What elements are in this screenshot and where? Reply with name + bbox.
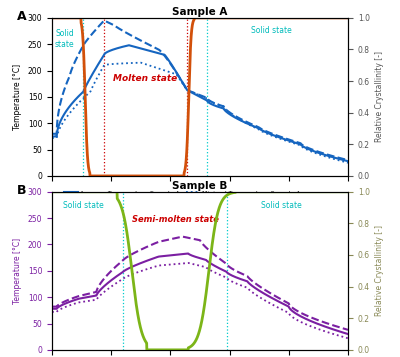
Y-axis label: Temperature [°C]: Temperature [°C]: [13, 238, 22, 304]
Text: B: B: [16, 184, 26, 197]
Text: A: A: [16, 10, 26, 23]
Text: Solid state: Solid state: [63, 201, 104, 210]
Title: Sample B: Sample B: [172, 181, 228, 191]
Y-axis label: Temperature [°C]: Temperature [°C]: [13, 64, 22, 130]
Text: Semi-molten state: Semi-molten state: [132, 215, 218, 224]
Text: Solid
state: Solid state: [55, 29, 74, 49]
Text: Solid state: Solid state: [261, 201, 302, 210]
Legend: Average Temperature Sample A, Maximal  Temperature Sample A, Minimal Temperature: Average Temperature Sample A, Maximal Te…: [64, 190, 300, 204]
Text: Solid state: Solid state: [251, 26, 292, 35]
Y-axis label: Relative Crystallinity [-]: Relative Crystallinity [-]: [376, 225, 384, 316]
Text: Molten state: Molten state: [114, 74, 178, 83]
Title: Sample A: Sample A: [172, 7, 228, 17]
Y-axis label: Relative Crystallinity [-]: Relative Crystallinity [-]: [376, 51, 384, 142]
